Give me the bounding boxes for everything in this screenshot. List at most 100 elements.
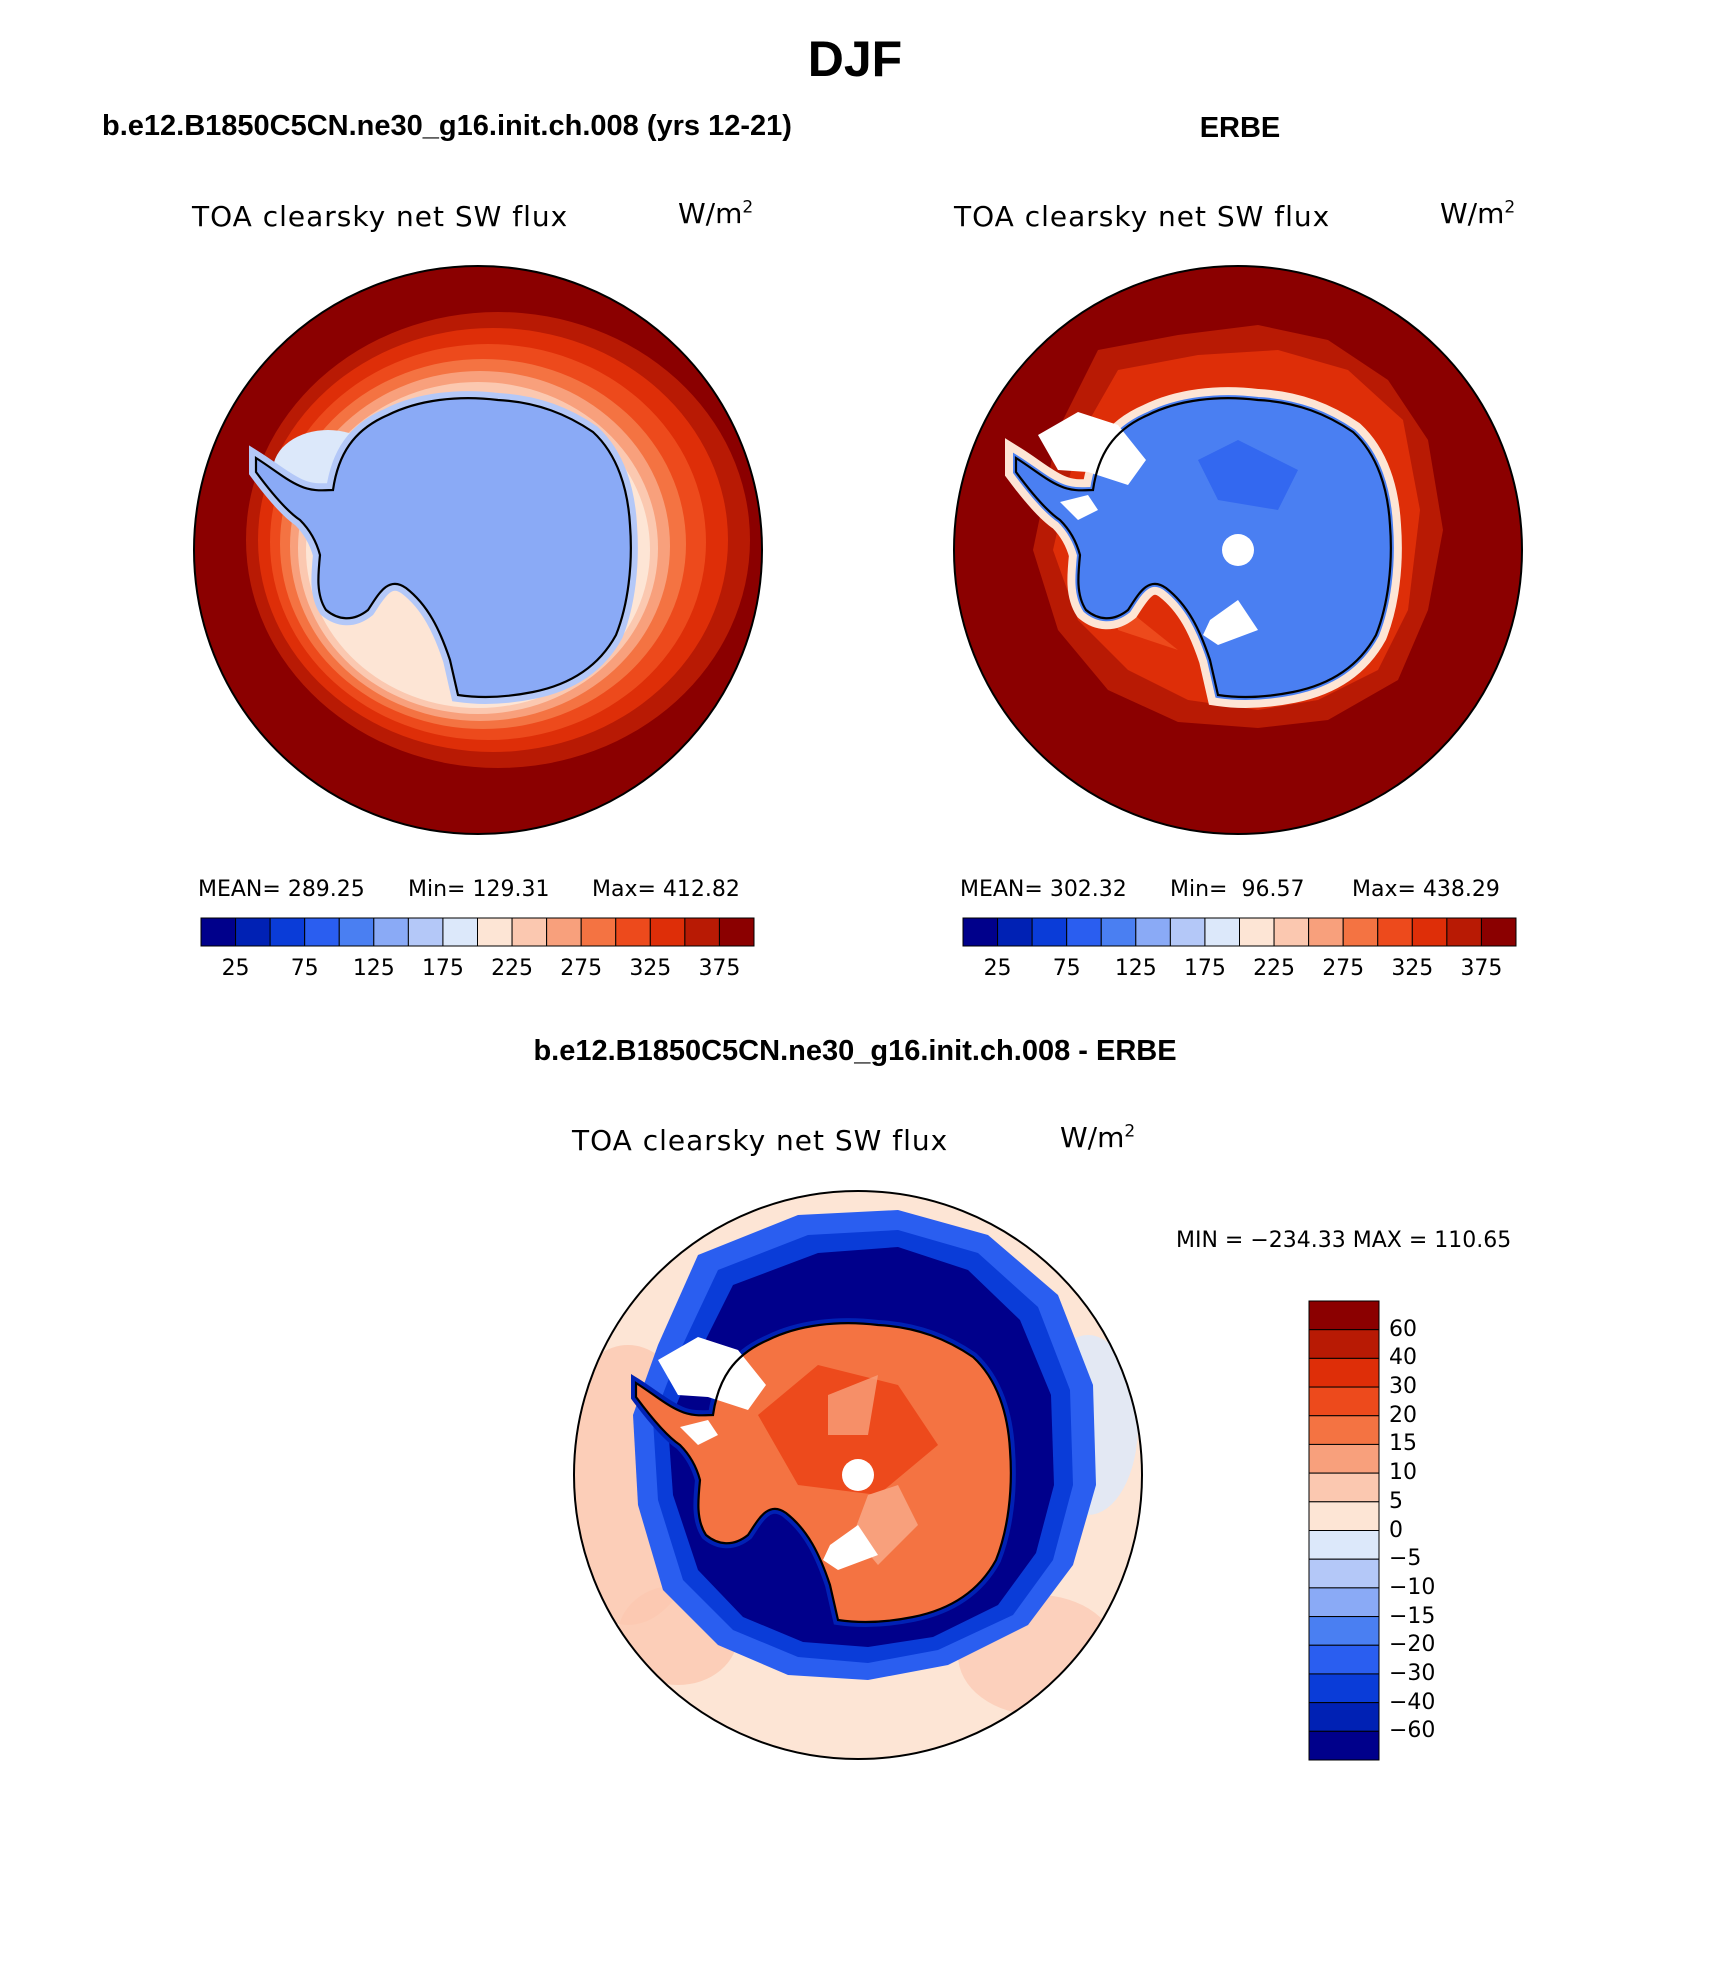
right-colorbar-tick-label: 175 (1183, 956, 1226, 981)
right-colorbar (962, 917, 1517, 947)
diff-colorbar-swatch (1308, 1357, 1380, 1388)
diff-colorbar-tick-label: 15 (1389, 1431, 1417, 1457)
diff-colorbar (1308, 1300, 1380, 1761)
diff-colorbar-tick-label: 40 (1389, 1345, 1417, 1371)
diff-panel-title: TOA clearsky net SW flux (572, 1124, 949, 1157)
right-colorbar-tick-label: 225 (1253, 956, 1296, 981)
right-colorbar-swatch (1377, 917, 1413, 947)
diff-colorbar-swatch (1308, 1644, 1380, 1675)
right-colorbar-swatch (1411, 917, 1448, 947)
diff-colorbar-swatch (1308, 1673, 1380, 1704)
right-panel-units: W/m2 (1440, 197, 1516, 230)
right-colorbar-swatch (1273, 917, 1310, 947)
diff-colorbar-tick-label: −15 (1389, 1603, 1436, 1629)
right-colorbar-tick-label: 75 (1052, 956, 1081, 981)
left-colorbar-tick-label: 375 (698, 956, 741, 981)
diff-colorbar-swatch (1308, 1616, 1380, 1646)
diff-colorbar-swatch (1308, 1530, 1380, 1560)
left-colorbar-swatch (200, 917, 237, 947)
right-colorbar-tick-label: 275 (1322, 956, 1365, 981)
right-colorbar-swatch (1342, 917, 1379, 947)
right-colorbar-swatch (997, 917, 1033, 947)
diff-colorbar-tick-label: 0 (1389, 1517, 1403, 1543)
left-colorbar-swatch (615, 917, 651, 947)
left-colorbar-swatch (684, 917, 720, 947)
left-colorbar-tick-label: 25 (221, 956, 250, 981)
diff-colorbar-tick-label: −10 (1389, 1574, 1436, 1600)
left-colorbar (200, 917, 755, 947)
left-colorbar-tick-label: 75 (290, 956, 319, 981)
diff-colorbar-swatch (1308, 1501, 1380, 1531)
right-colorbar-swatch (1066, 917, 1102, 947)
right-colorbar-swatch (1239, 917, 1275, 947)
left-mean: MEAN= 289.25 (198, 877, 365, 902)
diff-colorbar-tick-label: 5 (1389, 1488, 1403, 1514)
left-colorbar-swatch (304, 917, 340, 947)
diff-colorbar-tick-label: −40 (1389, 1689, 1436, 1715)
right-colorbar-swatch (1169, 917, 1206, 947)
right-mean: MEAN= 302.32 (960, 877, 1127, 902)
right-colorbar-swatch (1308, 917, 1344, 947)
diff-colorbar-tick-label: −30 (1389, 1660, 1436, 1686)
diff-colorbar-swatch (1308, 1443, 1380, 1474)
diff-colorbar-tick-label: −20 (1389, 1632, 1436, 1658)
diff-colorbar-tick-label: 20 (1389, 1402, 1417, 1428)
right-panel-header: ERBE (1199, 112, 1281, 144)
right-colorbar-tick-label: 375 (1460, 956, 1503, 981)
diff-map (574, 1191, 1142, 1759)
right-panel-title: TOA clearsky net SW flux (954, 200, 1331, 233)
diff-colorbar-swatch (1308, 1558, 1380, 1589)
left-colorbar-swatch (718, 917, 755, 947)
left-colorbar-tick-label: 275 (560, 956, 603, 981)
left-colorbar-swatch (477, 917, 513, 947)
right-colorbar-swatch (1100, 917, 1137, 947)
diff-minmax: MIN = −234.33 MAX = 110.65 (1176, 1228, 1512, 1253)
diff-colorbar-tick-label: 10 (1389, 1460, 1417, 1486)
right-colorbar-tick-label: 125 (1114, 956, 1157, 981)
right-colorbar-swatch (1480, 917, 1517, 947)
diff-panel-units: W/m2 (1060, 1121, 1136, 1154)
left-panel-header: b.e12.B1850C5CN.ne30_g16.init.ch.008 (yr… (102, 110, 792, 142)
left-map (194, 266, 762, 834)
diff-colorbar-swatch (1308, 1587, 1380, 1618)
right-colorbar-tick-label: 325 (1391, 956, 1434, 981)
left-panel-title: TOA clearsky net SW flux (192, 200, 569, 233)
right-min: Min= 96.57 (1170, 877, 1305, 902)
left-colorbar-swatch (269, 917, 306, 947)
right-colorbar-tick-label: 25 (983, 956, 1012, 981)
figure-title: DJF (807, 31, 903, 87)
right-colorbar-swatch (962, 917, 999, 947)
left-colorbar-swatch (407, 917, 444, 947)
right-max: Max= 438.29 (1352, 877, 1500, 902)
left-colorbar-tick-label: 175 (421, 956, 464, 981)
left-colorbar-swatch (442, 917, 478, 947)
left-colorbar-tick-label: 125 (352, 956, 395, 981)
diff-panel-header: b.e12.B1850C5CN.ne30_g16.init.ch.008 - E… (533, 1035, 1177, 1067)
right-colorbar-swatch (1446, 917, 1482, 947)
left-colorbar-swatch (546, 917, 582, 947)
left-colorbar-swatch (649, 917, 686, 947)
diff-colorbar-swatch (1308, 1472, 1380, 1503)
left-colorbar-tick-label: 325 (629, 956, 672, 981)
diff-colorbar-swatch (1308, 1329, 1380, 1359)
left-colorbar-tick-label: 225 (491, 956, 534, 981)
diff-colorbar-swatch (1308, 1702, 1380, 1732)
diff-colorbar-tick-label: −60 (1389, 1718, 1436, 1744)
left-colorbar-swatch (580, 917, 617, 947)
right-map (954, 266, 1522, 834)
left-colorbar-swatch (235, 917, 271, 947)
right-colorbar-swatch (1204, 917, 1240, 947)
left-colorbar-swatch (338, 917, 375, 947)
left-min: Min= 129.31 (408, 877, 550, 902)
diff-colorbar-tick-label: 60 (1389, 1316, 1417, 1342)
diff-colorbar-swatch (1308, 1300, 1380, 1331)
left-max: Max= 412.82 (592, 877, 740, 902)
diff-colorbar-swatch (1308, 1730, 1380, 1761)
diff-colorbar-tick-label: 30 (1389, 1374, 1417, 1400)
right-colorbar-swatch (1135, 917, 1171, 947)
right-colorbar-swatch (1031, 917, 1068, 947)
left-colorbar-swatch (511, 917, 548, 947)
diff-colorbar-tick-label: −5 (1389, 1546, 1422, 1572)
left-panel-units: W/m2 (678, 197, 754, 230)
